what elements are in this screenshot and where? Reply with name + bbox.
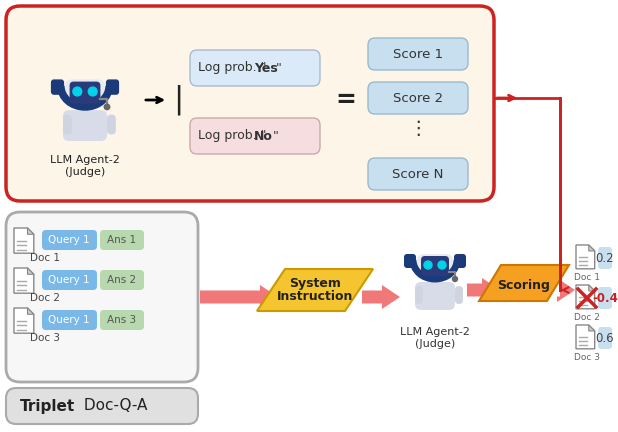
Polygon shape [14, 268, 34, 293]
Text: (Judge): (Judge) [65, 167, 105, 177]
Polygon shape [576, 245, 595, 269]
Circle shape [424, 261, 432, 269]
Text: System: System [289, 277, 341, 290]
Text: =: = [336, 88, 357, 112]
FancyBboxPatch shape [368, 158, 468, 190]
Text: Scoring: Scoring [497, 280, 551, 292]
FancyBboxPatch shape [51, 79, 64, 95]
FancyBboxPatch shape [368, 38, 468, 70]
FancyBboxPatch shape [100, 230, 144, 250]
FancyBboxPatch shape [106, 79, 119, 95]
FancyBboxPatch shape [415, 282, 455, 310]
FancyBboxPatch shape [454, 254, 466, 268]
FancyBboxPatch shape [455, 286, 463, 304]
Text: ": " [276, 61, 282, 74]
FancyBboxPatch shape [6, 212, 198, 382]
Circle shape [438, 261, 446, 269]
Text: LLM Agent-2: LLM Agent-2 [400, 327, 470, 337]
Text: Log prob. ": Log prob. " [198, 61, 266, 74]
Text: 0.2: 0.2 [596, 251, 614, 264]
Text: Doc 2: Doc 2 [574, 312, 600, 321]
Polygon shape [589, 245, 595, 251]
FancyBboxPatch shape [63, 110, 107, 141]
Polygon shape [27, 268, 34, 274]
FancyBboxPatch shape [190, 118, 320, 154]
Text: Doc 3: Doc 3 [30, 333, 60, 343]
FancyBboxPatch shape [66, 79, 105, 108]
Polygon shape [27, 308, 34, 314]
FancyBboxPatch shape [6, 388, 198, 424]
Text: Query 1: Query 1 [48, 275, 90, 285]
FancyArrow shape [362, 285, 400, 309]
Text: Query 1: Query 1 [48, 235, 90, 245]
FancyBboxPatch shape [404, 254, 416, 268]
FancyBboxPatch shape [42, 310, 97, 330]
Text: Ans 3: Ans 3 [108, 315, 137, 325]
FancyBboxPatch shape [421, 256, 449, 276]
Circle shape [104, 104, 110, 110]
Polygon shape [27, 228, 34, 234]
Text: -0.4: -0.4 [592, 292, 618, 305]
Text: Triplet: Triplet [20, 398, 75, 413]
Circle shape [452, 276, 457, 282]
FancyArrow shape [200, 285, 278, 309]
Text: Ans 1: Ans 1 [108, 235, 137, 245]
FancyBboxPatch shape [70, 82, 100, 104]
FancyBboxPatch shape [63, 114, 72, 134]
Circle shape [88, 87, 97, 96]
FancyBboxPatch shape [6, 6, 494, 201]
FancyBboxPatch shape [598, 287, 612, 309]
Text: Doc-Q-A: Doc-Q-A [79, 398, 147, 413]
Polygon shape [589, 325, 595, 331]
Text: Score 2: Score 2 [393, 92, 443, 105]
FancyArrow shape [557, 278, 575, 302]
Text: Doc 1: Doc 1 [574, 273, 600, 282]
Text: Doc 1: Doc 1 [30, 253, 60, 263]
Polygon shape [257, 269, 373, 311]
FancyBboxPatch shape [368, 82, 468, 114]
FancyBboxPatch shape [100, 270, 144, 290]
Text: ⋮: ⋮ [408, 118, 428, 137]
Text: Query 1: Query 1 [48, 315, 90, 325]
FancyBboxPatch shape [417, 254, 453, 280]
Polygon shape [576, 325, 595, 349]
FancyArrow shape [467, 278, 500, 302]
Text: Score 1: Score 1 [393, 48, 443, 60]
Polygon shape [589, 285, 595, 291]
Text: |: | [173, 85, 183, 115]
FancyBboxPatch shape [598, 327, 612, 349]
Polygon shape [14, 308, 34, 333]
Text: Ans 2: Ans 2 [108, 275, 137, 285]
FancyBboxPatch shape [42, 230, 97, 250]
Text: No: No [254, 130, 273, 143]
Polygon shape [576, 285, 595, 309]
FancyBboxPatch shape [100, 310, 144, 330]
FancyBboxPatch shape [415, 286, 423, 304]
Text: Instruction: Instruction [277, 290, 353, 304]
Text: LLM Agent-2: LLM Agent-2 [50, 155, 120, 165]
FancyBboxPatch shape [42, 270, 97, 290]
Text: Log prob. ": Log prob. " [198, 130, 266, 143]
Polygon shape [479, 265, 569, 301]
Polygon shape [14, 228, 34, 253]
FancyBboxPatch shape [598, 247, 612, 269]
FancyBboxPatch shape [107, 114, 116, 134]
Text: ": " [273, 130, 279, 143]
Text: 0.6: 0.6 [596, 331, 614, 344]
Text: Score N: Score N [392, 168, 444, 181]
Text: Doc 2: Doc 2 [30, 293, 60, 303]
Text: (Judge): (Judge) [415, 339, 455, 349]
FancyBboxPatch shape [190, 50, 320, 86]
Circle shape [73, 87, 82, 96]
Text: Yes: Yes [254, 61, 277, 74]
Text: Doc 3: Doc 3 [574, 353, 600, 362]
